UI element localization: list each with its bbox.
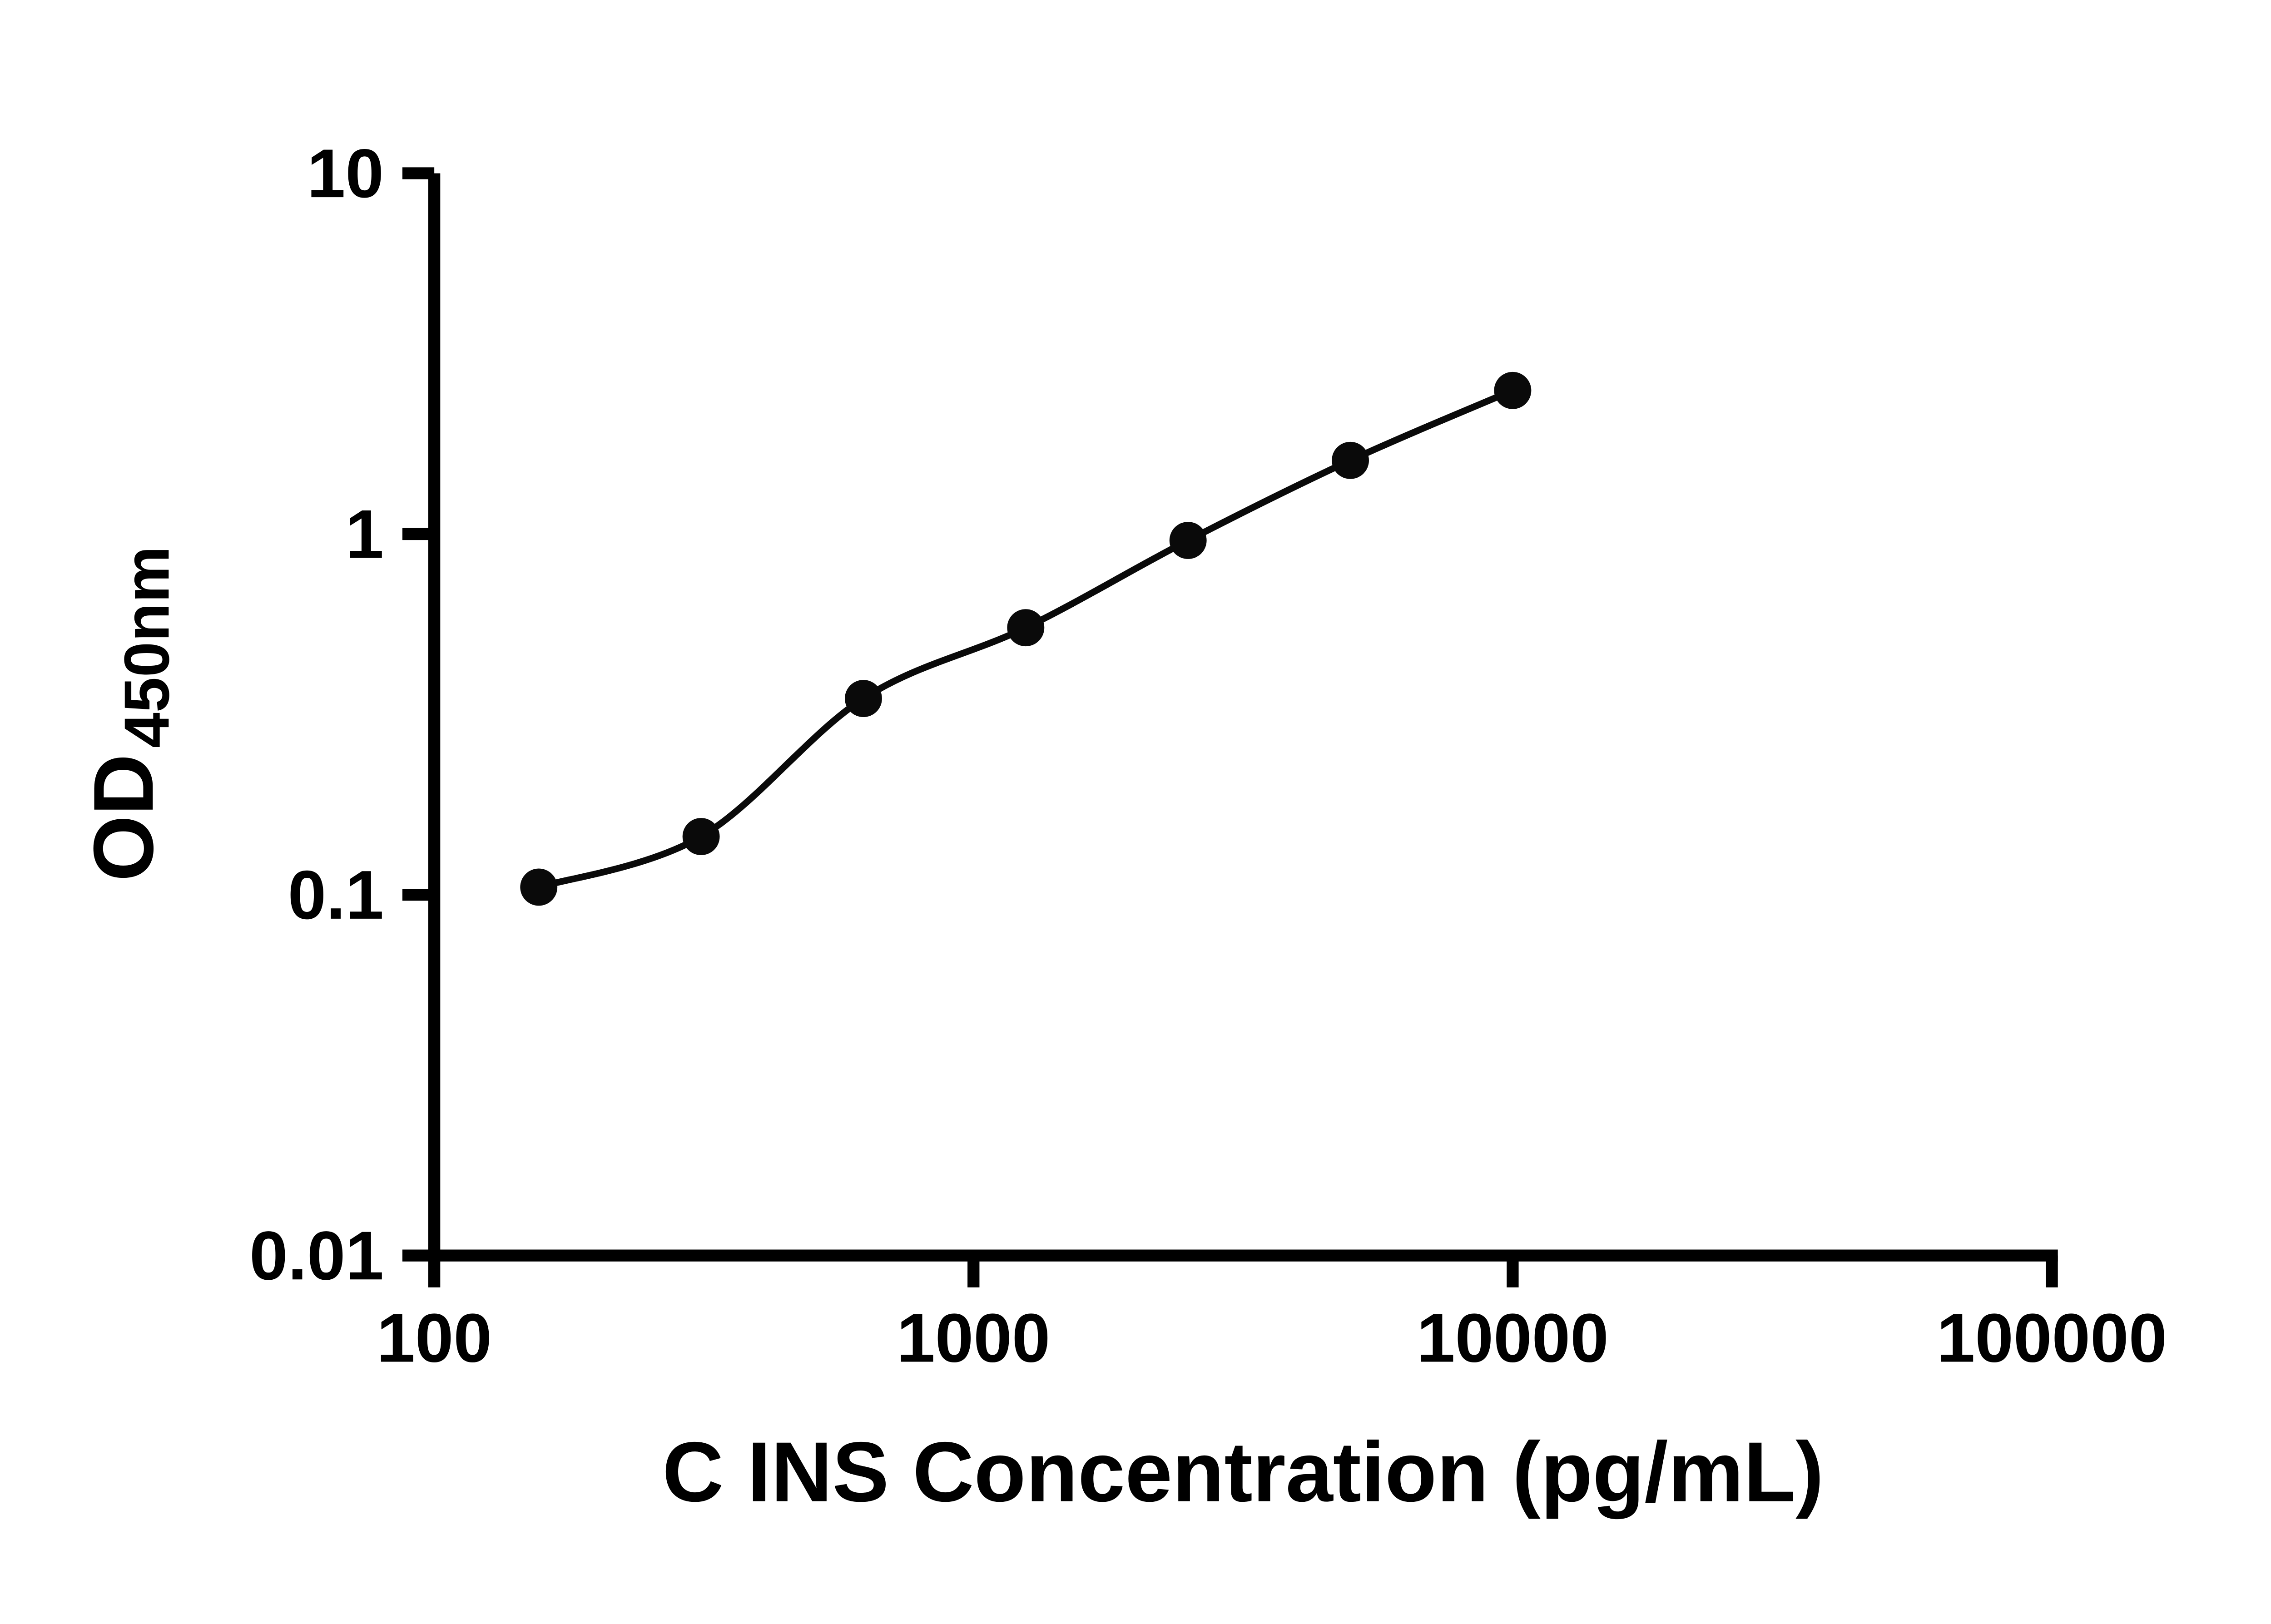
x-tick-label: 100000 [1937,1300,2167,1377]
y-axis-title-main: OD [76,754,171,881]
axes-layer: 100 1000 10000 100000 0.01 0.1 1 10 [249,135,2167,1376]
data-point [1494,371,1532,409]
data-point [520,868,558,906]
x-tick-label: 100 [377,1300,492,1377]
data-point [1007,609,1045,647]
data-point [845,680,882,718]
y-axis-title-subscript: 450nm [111,546,182,748]
y-axis-title: OD 450nm [76,546,182,881]
y-tick-label: 1 [345,496,384,573]
y-tick-label: 0.1 [288,857,384,934]
x-tick-label: 1000 [897,1300,1050,1377]
data-layer [520,371,1532,906]
data-point [1169,522,1207,559]
data-point [1332,441,1369,479]
y-tick-label: 0.01 [249,1217,384,1294]
y-tick-label: 10 [307,135,384,212]
data-point [682,818,720,856]
x-axis-title: C INS Concentration (pg/mL) [662,1425,1824,1520]
x-tick-label: 10000 [1417,1300,1609,1377]
